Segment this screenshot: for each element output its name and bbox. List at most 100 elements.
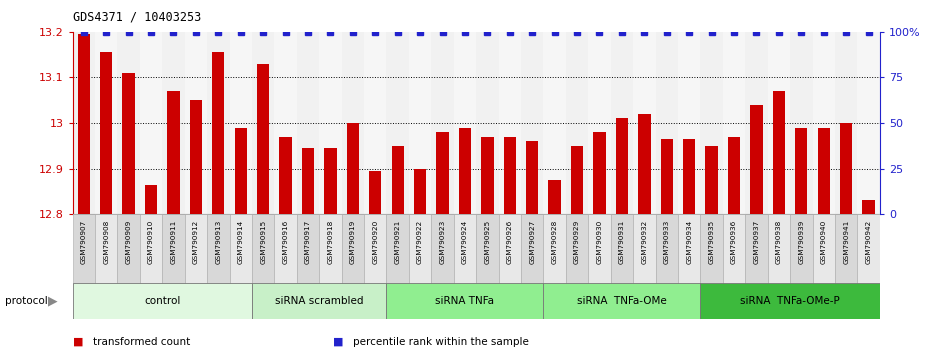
Bar: [190, 100, 202, 214]
Bar: [387, 32, 409, 214]
Bar: [347, 123, 359, 214]
Bar: [543, 32, 565, 214]
Text: GSM790936: GSM790936: [731, 220, 737, 264]
Bar: [145, 184, 157, 214]
Bar: [767, 214, 790, 285]
Text: GSM790934: GSM790934: [686, 220, 692, 264]
Bar: [813, 214, 835, 285]
Text: GSM790938: GSM790938: [776, 220, 782, 264]
Text: GSM790919: GSM790919: [350, 220, 356, 264]
Text: GSM790924: GSM790924: [462, 220, 468, 264]
Bar: [656, 214, 678, 285]
Bar: [73, 283, 252, 319]
Text: siRNA scrambled: siRNA scrambled: [275, 296, 364, 306]
Bar: [565, 32, 589, 214]
Bar: [95, 32, 117, 214]
Bar: [521, 32, 543, 214]
Bar: [297, 214, 319, 285]
Bar: [751, 105, 763, 214]
Bar: [678, 214, 700, 285]
Bar: [207, 214, 230, 285]
Text: GSM790926: GSM790926: [507, 220, 512, 264]
Bar: [185, 32, 207, 214]
Bar: [549, 180, 561, 214]
Bar: [611, 32, 633, 214]
Text: GSM790935: GSM790935: [709, 220, 714, 264]
Bar: [728, 137, 740, 214]
Text: siRNA  TNFa-OMe: siRNA TNFa-OMe: [577, 296, 667, 306]
Text: GSM790913: GSM790913: [215, 220, 221, 264]
Bar: [162, 214, 185, 285]
Bar: [185, 214, 207, 285]
Bar: [387, 214, 409, 285]
Text: protocol: protocol: [5, 296, 47, 306]
Bar: [498, 32, 521, 214]
Bar: [117, 32, 140, 214]
Bar: [230, 32, 252, 214]
Bar: [678, 32, 700, 214]
Bar: [234, 127, 246, 214]
Bar: [140, 214, 162, 285]
Text: GSM790908: GSM790908: [103, 220, 109, 264]
Text: percentile rank within the sample: percentile rank within the sample: [353, 337, 529, 347]
Text: GSM790917: GSM790917: [305, 220, 311, 264]
Bar: [565, 214, 589, 285]
Bar: [476, 214, 498, 285]
Bar: [274, 214, 297, 285]
Text: GSM790929: GSM790929: [574, 220, 580, 264]
Bar: [611, 214, 633, 285]
Bar: [706, 146, 718, 214]
Text: GSM790931: GSM790931: [618, 220, 625, 264]
Bar: [73, 214, 95, 285]
Text: siRNA  TNFa-OMe-P: siRNA TNFa-OMe-P: [740, 296, 840, 306]
Bar: [593, 132, 605, 214]
Bar: [862, 200, 875, 214]
Bar: [633, 214, 656, 285]
Bar: [790, 214, 813, 285]
Text: ■: ■: [333, 337, 343, 347]
Bar: [409, 32, 432, 214]
Text: GSM790937: GSM790937: [753, 220, 760, 264]
Bar: [325, 148, 337, 214]
Text: GSM790914: GSM790914: [238, 220, 244, 264]
Text: GSM790928: GSM790928: [551, 220, 558, 264]
Text: GSM790911: GSM790911: [170, 220, 177, 264]
Bar: [481, 137, 494, 214]
Bar: [700, 214, 723, 285]
Text: GSM790916: GSM790916: [283, 220, 288, 264]
Bar: [723, 32, 745, 214]
Text: GSM790940: GSM790940: [820, 220, 827, 264]
Bar: [252, 32, 274, 214]
Bar: [364, 214, 387, 285]
Bar: [813, 32, 835, 214]
Bar: [212, 52, 224, 214]
Bar: [498, 214, 521, 285]
Bar: [790, 32, 813, 214]
Bar: [700, 283, 880, 319]
Bar: [458, 127, 472, 214]
Text: transformed count: transformed count: [93, 337, 191, 347]
Bar: [773, 91, 785, 214]
Bar: [454, 214, 476, 285]
Bar: [140, 32, 162, 214]
Bar: [745, 214, 767, 285]
Bar: [432, 214, 454, 285]
Text: GSM790909: GSM790909: [126, 220, 132, 264]
Bar: [656, 32, 678, 214]
Bar: [476, 32, 498, 214]
Bar: [616, 119, 628, 214]
Bar: [257, 64, 270, 214]
Bar: [319, 214, 341, 285]
Bar: [100, 52, 113, 214]
Bar: [432, 32, 454, 214]
Bar: [857, 32, 880, 214]
Text: GSM790910: GSM790910: [148, 220, 154, 264]
Bar: [117, 214, 140, 285]
Bar: [369, 171, 381, 214]
Bar: [454, 32, 476, 214]
Text: GSM790939: GSM790939: [798, 220, 804, 264]
Bar: [252, 214, 274, 285]
Bar: [745, 32, 767, 214]
Bar: [77, 34, 90, 214]
Text: GSM790930: GSM790930: [596, 220, 603, 264]
